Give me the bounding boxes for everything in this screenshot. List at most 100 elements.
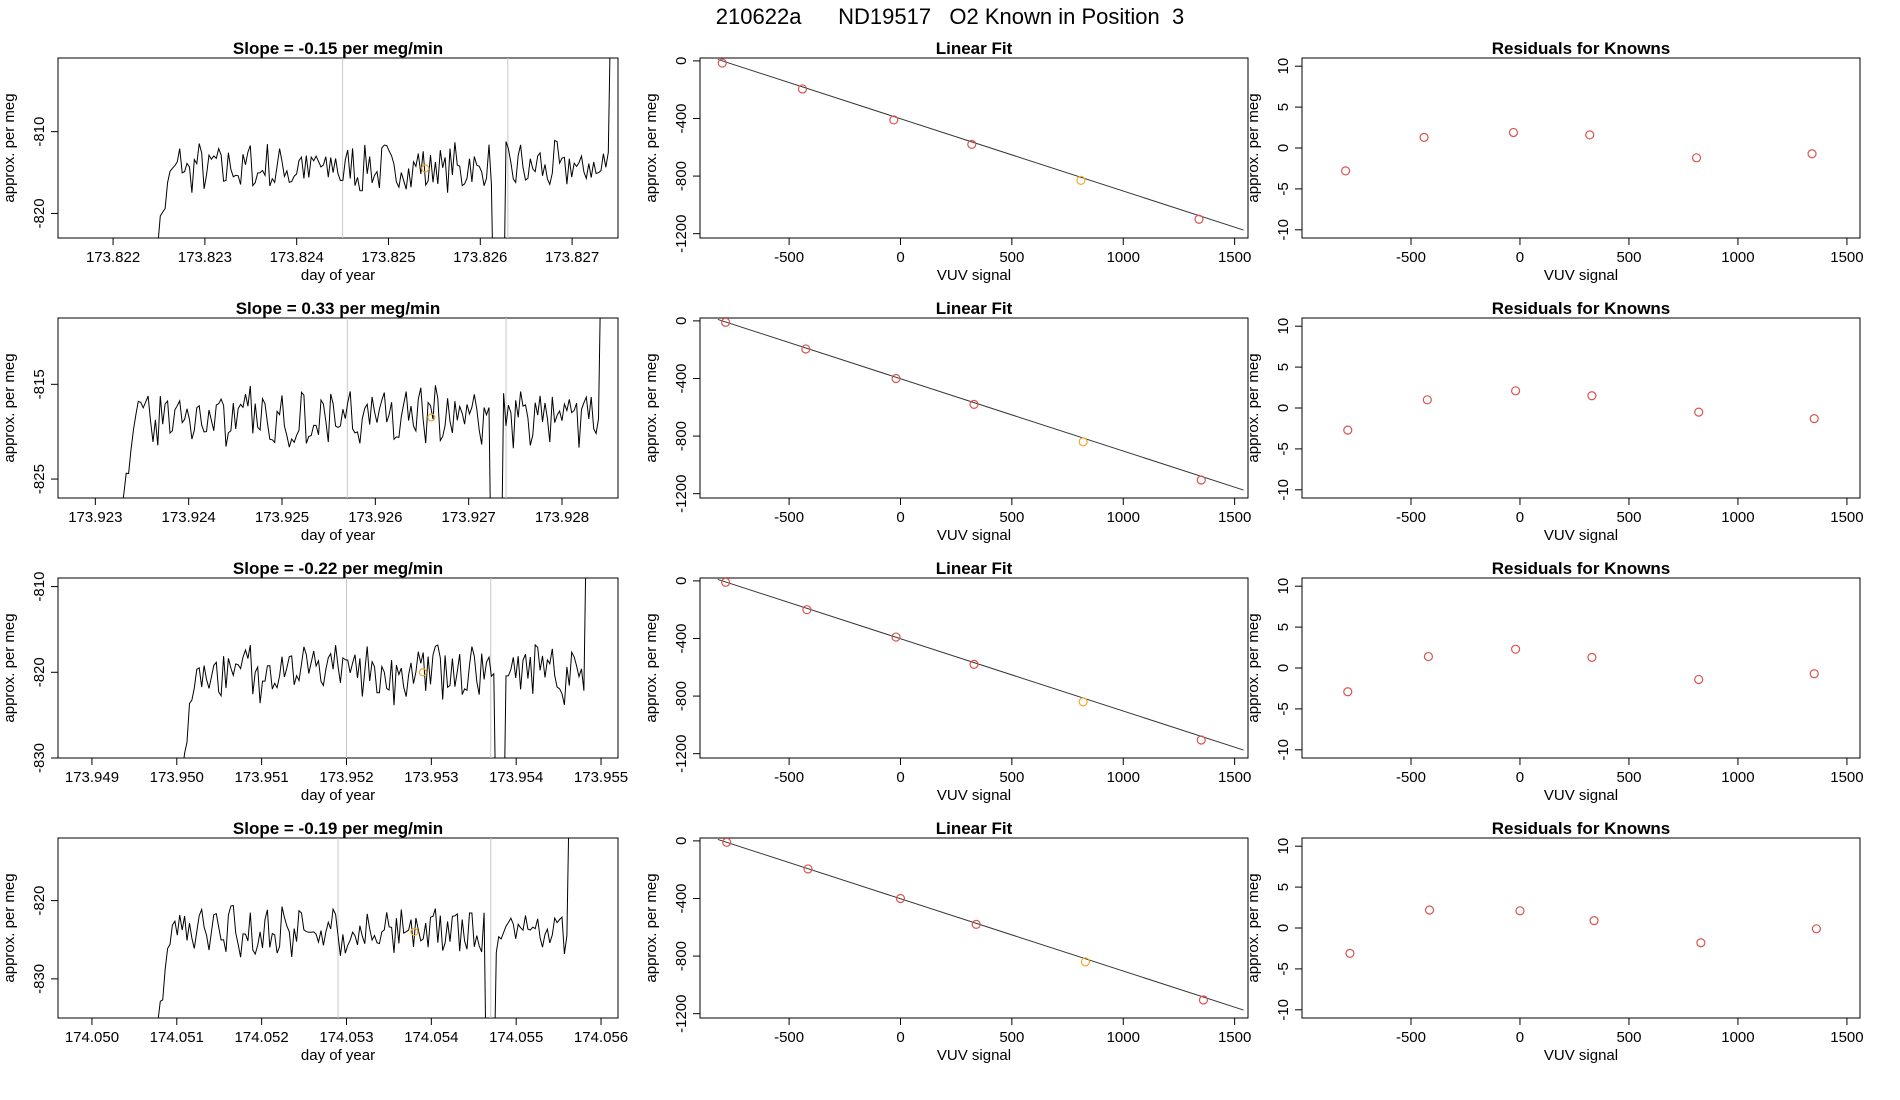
page-title: 210622a ND19517 O2 Known in Position 3	[715, 4, 1185, 29]
data-layer	[1343, 644, 1819, 697]
x-axis-label: VUV signal	[1544, 527, 1618, 544]
y-tick-label: 0	[1275, 144, 1292, 152]
x-axis-label: VUV signal	[937, 267, 1011, 284]
y-tick-label: -820	[31, 657, 48, 687]
y-tick-label: -5	[1275, 442, 1292, 455]
y-tick-label: 0	[1275, 404, 1292, 412]
y-tick-label: -815	[31, 369, 48, 399]
panel-title: Residuals for Knowns	[1492, 559, 1671, 578]
x-tick-label: 173.955	[574, 769, 628, 786]
y-tick-label: -800	[673, 681, 690, 711]
x-tick-label: 0	[896, 249, 904, 266]
data-point	[1696, 938, 1706, 948]
x-tick-label: 173.825	[361, 249, 415, 266]
x-tick-label: 0	[1516, 509, 1524, 526]
x-tick-label: 173.924	[162, 509, 216, 526]
x-tick-label: 500	[1616, 769, 1641, 786]
y-axis-label: approx. per meg	[1245, 93, 1262, 202]
y-tick-label: 5	[1275, 103, 1292, 111]
x-tick-label: 1000	[1107, 769, 1140, 786]
panel-3-1: Residuals for Knowns VUV signal approx. pe…	[1245, 39, 1864, 284]
data-point	[1587, 652, 1597, 662]
x-axis-label: VUV signal	[1544, 267, 1618, 284]
x-tick-label: 174.055	[489, 1029, 543, 1046]
y-axis-label: approx. per meg	[1, 613, 18, 722]
panel-title: Residuals for Knowns	[1492, 39, 1671, 58]
y-tick-label: -1200	[673, 474, 690, 512]
data-layer	[1345, 905, 1822, 958]
data-point	[1694, 407, 1704, 417]
y-tick-label: -10	[1275, 219, 1292, 241]
x-tick-label: 173.824	[270, 249, 324, 266]
data-point	[1511, 644, 1521, 654]
data-point	[1424, 905, 1435, 915]
x-tick-label: 1500	[1218, 1029, 1251, 1046]
x-axis-label: VUV signal	[1544, 787, 1618, 804]
panel-3-3: Residuals for Knowns VUV signal approx. pe…	[1245, 559, 1864, 804]
x-axis-label: day of year	[301, 267, 375, 284]
y-axis-label: approx. per meg	[643, 613, 660, 722]
data-point	[1811, 924, 1822, 934]
x-tick-label: 173.926	[348, 509, 402, 526]
y-tick-label: 5	[1275, 883, 1292, 891]
x-tick-label: 1500	[1830, 509, 1863, 526]
x-tick-label: 1500	[1830, 769, 1863, 786]
x-tick-label: 174.056	[574, 1029, 628, 1046]
y-tick-label: 0	[673, 837, 690, 845]
panel-2-2: Linear Fit VUV signal approx. per meg -500 0…	[643, 299, 1251, 544]
y-tick-label: -1200	[673, 994, 690, 1032]
y-axis-label: approx. per meg	[1245, 873, 1262, 982]
y-tick-label: 0	[1275, 664, 1292, 672]
y-tick-label: -5	[1275, 182, 1292, 195]
y-tick-label: 5	[1275, 623, 1292, 631]
panel-title: Slope = -0.22 per meg/min	[233, 559, 443, 578]
panel-2-1: Linear Fit VUV signal approx. per meg -500 0…	[643, 39, 1251, 284]
y-tick-label: -400	[673, 623, 690, 653]
y-tick-label: -400	[673, 883, 690, 913]
time-series-line	[122, 318, 601, 498]
panel-1-1: Slope = -0.15 per meg/min day of year appr…	[1, 39, 619, 284]
data-point	[1196, 475, 1206, 485]
x-tick-label: -500	[774, 249, 804, 266]
x-tick-label: 500	[1616, 1029, 1641, 1046]
x-axis-label: VUV signal	[937, 1047, 1011, 1064]
data-point	[803, 864, 813, 874]
x-tick-label: 173.827	[545, 249, 599, 266]
data-point	[1589, 916, 1599, 926]
y-tick-label: 0	[673, 57, 690, 65]
data-point	[1343, 425, 1353, 435]
y-tick-label: -820	[31, 198, 48, 228]
y-tick-label: 5	[1275, 363, 1292, 371]
x-tick-label: 1000	[1107, 249, 1140, 266]
fit-line	[717, 578, 1244, 751]
y-tick-label: 0	[1275, 924, 1292, 932]
panel-title: Linear Fit	[936, 299, 1013, 318]
x-tick-label: 1500	[1218, 509, 1251, 526]
data-point	[967, 139, 977, 149]
fit-line	[717, 58, 1244, 231]
y-axis-label: approx. per meg	[1245, 353, 1262, 462]
data-point	[1587, 391, 1597, 401]
y-tick-label: -800	[673, 941, 690, 971]
plot-frame	[699, 577, 1249, 759]
panel-title: Slope = -0.15 per meg/min	[233, 39, 443, 58]
y-tick-label: -800	[673, 161, 690, 191]
x-tick-label: 1500	[1218, 249, 1251, 266]
y-tick-label: -825	[31, 464, 48, 494]
highlight-point	[1080, 957, 1090, 967]
x-tick-label: 174.053	[319, 1029, 373, 1046]
y-tick-label: -5	[1275, 702, 1292, 715]
x-tick-label: 173.949	[65, 769, 119, 786]
data-layer	[1343, 386, 1819, 435]
x-tick-label: 0	[896, 769, 904, 786]
data-point	[1809, 669, 1819, 679]
data-point	[895, 893, 906, 904]
panel-1-4: Slope = -0.19 per meg/min day of year appr…	[1, 819, 628, 1064]
x-tick-label: -500	[1396, 249, 1426, 266]
x-tick-label: 0	[1516, 249, 1524, 266]
highlight-point	[421, 164, 430, 173]
y-axis-label: approx. per meg	[1, 873, 18, 982]
y-tick-label: -1200	[673, 214, 690, 252]
y-axis-label: approx. per meg	[643, 353, 660, 462]
data-point	[801, 344, 811, 354]
